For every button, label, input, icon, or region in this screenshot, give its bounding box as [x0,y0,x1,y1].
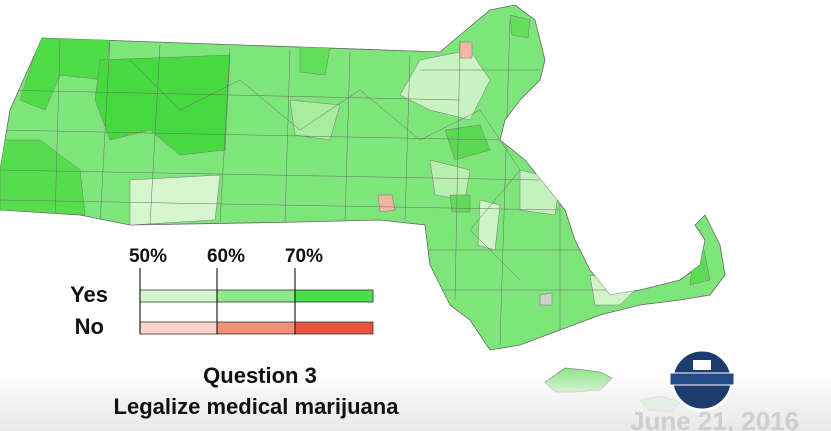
caption-title: Question 3 [203,363,317,388]
state-map [0,4,726,413]
legend-tick: 70% [285,246,323,267]
swatch [294,289,374,303]
legend-tick: 60% [207,246,245,267]
legend-tick: 50% [129,246,167,267]
caption-subtitle: Legalize medical marijuana [114,394,400,419]
legend-row-label: Yes [70,282,108,307]
legend: 50% 60% 70% Yes No [70,246,374,339]
swatch [216,289,296,303]
swatch [294,321,374,335]
town-borders [0,19,620,346]
watermark-logo [669,348,735,412]
date-watermark: June 21, 2016 [630,406,799,431]
swatch [216,321,296,335]
swatch [139,289,218,303]
legend-row-label: No [75,314,104,339]
swatch [139,321,218,335]
